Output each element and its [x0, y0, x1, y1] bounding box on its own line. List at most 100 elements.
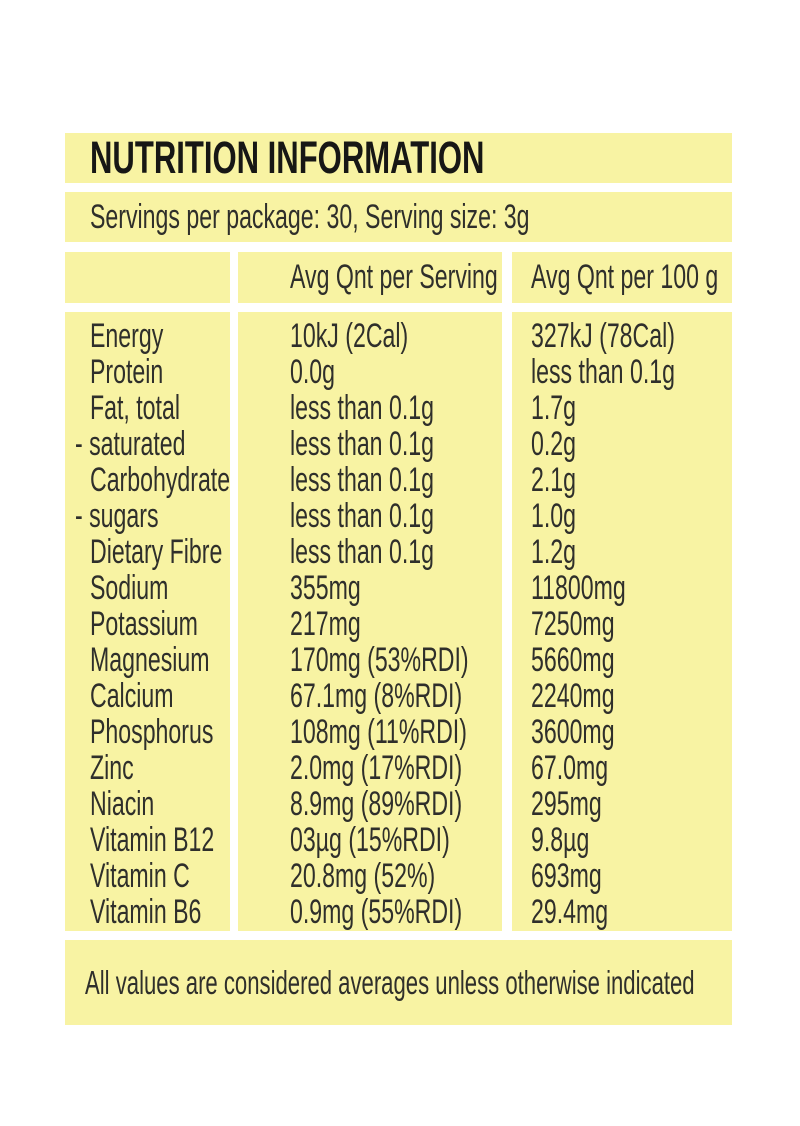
serving-dietary-fibre: less than 0.1g: [290, 533, 434, 571]
per100-protein: less than 0.1g: [531, 353, 675, 391]
serving-vitamin-c: 20.8mg (52%): [290, 857, 436, 895]
table-cell: 1.2g: [531, 534, 732, 570]
table-cell: 108mg (11%RDI): [290, 714, 502, 750]
per100-potassium: 7250mg: [531, 605, 615, 643]
per100-niacin: 295mg: [531, 785, 602, 823]
table-row-label: Protein: [90, 354, 230, 390]
table-cell: 11800mg: [531, 570, 732, 606]
label-vitamin-b12: Vitamin B12: [90, 821, 215, 859]
label-energy: Energy: [90, 317, 164, 355]
column-header-per-100g: Avg Qnt per 100 g: [512, 252, 732, 303]
table-row-label: Niacin: [90, 786, 230, 822]
label-saturated: - saturated: [75, 425, 186, 463]
per100-vitamin-b6: 29.4mg: [531, 893, 609, 931]
table-cell: 2240mg: [531, 678, 732, 714]
table-row-label: - sugars: [75, 498, 230, 534]
serving-saturated: less than 0.1g: [290, 425, 434, 463]
servings-bar: Servings per package: 30, Serving size: …: [65, 192, 732, 242]
serving-sodium: 355mg: [290, 569, 361, 607]
footnote-bar: All values are considered averages unles…: [65, 940, 732, 1025]
page-title: NUTRITION INFORMATION: [90, 132, 485, 183]
title-bar: NUTRITION INFORMATION: [65, 132, 732, 183]
per100-energy: 327kJ (78Cal): [531, 317, 675, 355]
serving-zinc: 2.0mg (17%RDI): [290, 749, 463, 787]
table-row-label: Magnesium: [90, 642, 230, 678]
label-protein: Protein: [90, 353, 164, 391]
per100-phosphorus: 3600mg: [531, 713, 615, 751]
table-row-label: - saturated: [75, 426, 230, 462]
table-cell: 693mg: [531, 858, 732, 894]
label-phosphorus: Phosphorus: [90, 713, 214, 751]
serving-energy: 10kJ (2Cal): [290, 317, 409, 355]
label-zinc: Zinc: [90, 749, 134, 787]
table-cell: less than 0.1g: [290, 498, 502, 534]
table-cell: 2.1g: [531, 462, 732, 498]
serving-vitamin-b6: 0.9mg (55%RDI): [290, 893, 463, 931]
table-row-label: Calcium: [90, 678, 230, 714]
label-carbohydrate: Carbohydrate: [90, 461, 231, 499]
serving-protein: 0.0g: [290, 353, 336, 391]
table-cell: 0.2g: [531, 426, 732, 462]
table-row-label: Sodium: [90, 570, 230, 606]
label-sugars: - sugars: [75, 497, 159, 535]
table-row-label: Energy: [90, 318, 230, 354]
table-cell: less than 0.1g: [290, 462, 502, 498]
table-row-label: Carbohydrate: [90, 462, 230, 498]
column-header-per-serving: Avg Qnt per Serving: [238, 252, 502, 303]
label-sodium: Sodium: [90, 569, 169, 607]
label-fat-total: Fat, total: [90, 389, 180, 427]
serving-sugars: less than 0.1g: [290, 497, 434, 535]
column-header-per-serving-label: Avg Qnt per Serving: [290, 258, 498, 296]
table-cell: 2.0mg (17%RDI): [290, 750, 502, 786]
per100-fat-total: 1.7g: [531, 389, 577, 427]
per100-vitamin-b12: 9.8µg: [531, 821, 590, 859]
table-cell: 3600mg: [531, 714, 732, 750]
per100-sugars: 1.0g: [531, 497, 577, 535]
table-cell: 9.8µg: [531, 822, 732, 858]
table-cell: 1.0g: [531, 498, 732, 534]
table-cell: less than 0.1g: [290, 426, 502, 462]
table-row-label: Phosphorus: [90, 714, 230, 750]
label-vitamin-c: Vitamin C: [90, 857, 190, 895]
label-niacin: Niacin: [90, 785, 155, 823]
table-cell: 217mg: [290, 606, 502, 642]
table-cell: 10kJ (2Cal): [290, 318, 502, 354]
label-vitamin-b6: Vitamin B6: [90, 893, 202, 931]
table-cell: 0.9mg (55%RDI): [290, 894, 502, 930]
table-cell: 355mg: [290, 570, 502, 606]
table-cell: less than 0.1g: [290, 534, 502, 570]
table-cell: 67.0mg: [531, 750, 732, 786]
table-cell: 8.9mg (89%RDI): [290, 786, 502, 822]
per100-calcium: 2240mg: [531, 677, 615, 715]
label-potassium: Potassium: [90, 605, 198, 643]
per100-vitamin-c: 693mg: [531, 857, 602, 895]
table-cell: less than 0.1g: [531, 354, 732, 390]
table-cell: 03µg (15%RDI): [290, 822, 502, 858]
table-cell: 327kJ (78Cal): [531, 318, 732, 354]
per100-saturated: 0.2g: [531, 425, 577, 463]
serving-niacin: 8.9mg (89%RDI): [290, 785, 463, 823]
table-cell: 29.4mg: [531, 894, 732, 930]
table-row-label: Vitamin B6: [90, 894, 230, 930]
table-cell: 7250mg: [531, 606, 732, 642]
per100-carbohydrate: 2.1g: [531, 461, 577, 499]
serving-calcium: 67.1mg (8%RDI): [290, 677, 463, 715]
label-magnesium: Magnesium: [90, 641, 210, 679]
table-row-label: Vitamin C: [90, 858, 230, 894]
per100-sodium: 11800mg: [531, 569, 626, 607]
table-row-label: Zinc: [90, 750, 230, 786]
serving-fat-total: less than 0.1g: [290, 389, 434, 427]
table-row-label: Vitamin B12: [90, 822, 230, 858]
serving-vitamin-b12: 03µg (15%RDI): [290, 821, 450, 859]
column-header-per-100g-label: Avg Qnt per 100 g: [531, 258, 719, 296]
servings-text: Servings per package: 30, Serving size: …: [90, 197, 530, 236]
footnote-text: All values are considered averages unles…: [85, 963, 695, 1001]
table-cell: 20.8mg (52%): [290, 858, 502, 894]
table-cell: 1.7g: [531, 390, 732, 426]
per-serving-column: 10kJ (2Cal) 0.0g less than 0.1g less tha…: [238, 312, 502, 931]
per100-magnesium: 5660mg: [531, 641, 615, 679]
serving-phosphorus: 108mg (11%RDI): [290, 713, 467, 751]
per100-zinc: 67.0mg: [531, 749, 609, 787]
label-calcium: Calcium: [90, 677, 174, 715]
